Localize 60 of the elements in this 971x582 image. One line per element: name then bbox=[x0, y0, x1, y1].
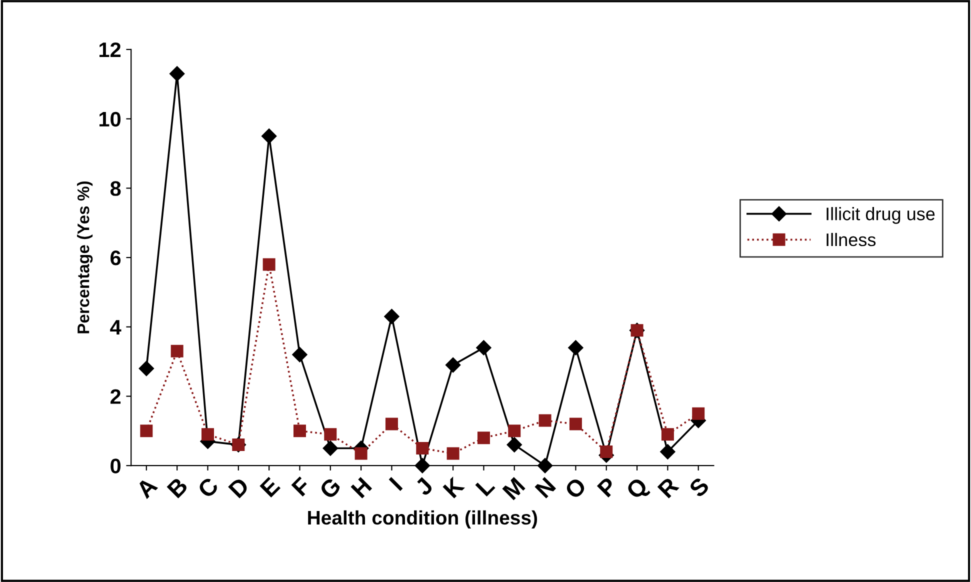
point bbox=[692, 407, 705, 420]
x-tick-label: P bbox=[596, 476, 618, 498]
point bbox=[324, 428, 337, 441]
x-tick-label: F bbox=[291, 476, 312, 496]
point bbox=[537, 458, 553, 474]
point bbox=[508, 424, 521, 438]
point bbox=[538, 414, 552, 427]
y-tick-label: 10 bbox=[100, 112, 121, 127]
x-tick-label: R bbox=[657, 476, 680, 498]
point bbox=[476, 340, 492, 356]
x-tick-label: N bbox=[534, 477, 556, 498]
point bbox=[384, 308, 400, 324]
point bbox=[140, 424, 153, 438]
point bbox=[262, 258, 276, 271]
point bbox=[293, 424, 306, 438]
x-tick-label: M bbox=[502, 477, 526, 500]
point bbox=[170, 66, 185, 82]
point bbox=[568, 340, 584, 356]
point bbox=[446, 447, 460, 460]
x-tick-label: K bbox=[442, 476, 465, 498]
x-tick-label: C bbox=[196, 476, 220, 499]
legend-label: Illicit drug use bbox=[826, 207, 935, 224]
point bbox=[322, 440, 338, 456]
y-tick-label: 0 bbox=[110, 458, 121, 474]
y-axis-title: Percentage (Yes %) bbox=[77, 181, 93, 334]
x-tick-label: G bbox=[318, 476, 342, 500]
y-tick-label: 8 bbox=[110, 181, 121, 196]
point bbox=[506, 437, 522, 452]
legend-label: Illness bbox=[826, 232, 876, 246]
point bbox=[385, 418, 398, 430]
point bbox=[600, 445, 613, 458]
point bbox=[661, 428, 674, 441]
point bbox=[414, 458, 430, 474]
x-tick-label: H bbox=[350, 477, 372, 498]
point bbox=[354, 447, 368, 460]
y-tick-label: 4 bbox=[110, 320, 122, 334]
point bbox=[292, 347, 308, 362]
x-axis-title: Health condition (illness) bbox=[308, 510, 538, 528]
x-tick-label: J bbox=[414, 477, 434, 497]
x-tick-label: Q bbox=[625, 476, 652, 504]
point bbox=[416, 442, 429, 455]
y-tick-label: 12 bbox=[100, 42, 121, 58]
x-tick-label: L bbox=[475, 476, 496, 496]
point bbox=[445, 357, 461, 373]
x-tick-label: O bbox=[564, 476, 588, 500]
x-tick-label: E bbox=[260, 476, 281, 498]
point bbox=[477, 432, 490, 444]
x-tick-label: I bbox=[388, 477, 403, 491]
x-tick-label: B bbox=[166, 476, 188, 498]
y-tick-label: 6 bbox=[110, 250, 121, 266]
x-tick-label: D bbox=[228, 476, 250, 498]
point bbox=[660, 444, 676, 460]
point bbox=[569, 418, 582, 430]
point bbox=[201, 428, 214, 441]
x-tick-label: A bbox=[135, 476, 158, 500]
point bbox=[138, 360, 154, 376]
point bbox=[262, 128, 277, 144]
point bbox=[170, 344, 184, 358]
y-tick-label: 2 bbox=[110, 389, 121, 404]
x-tick-label: S bbox=[688, 476, 710, 498]
